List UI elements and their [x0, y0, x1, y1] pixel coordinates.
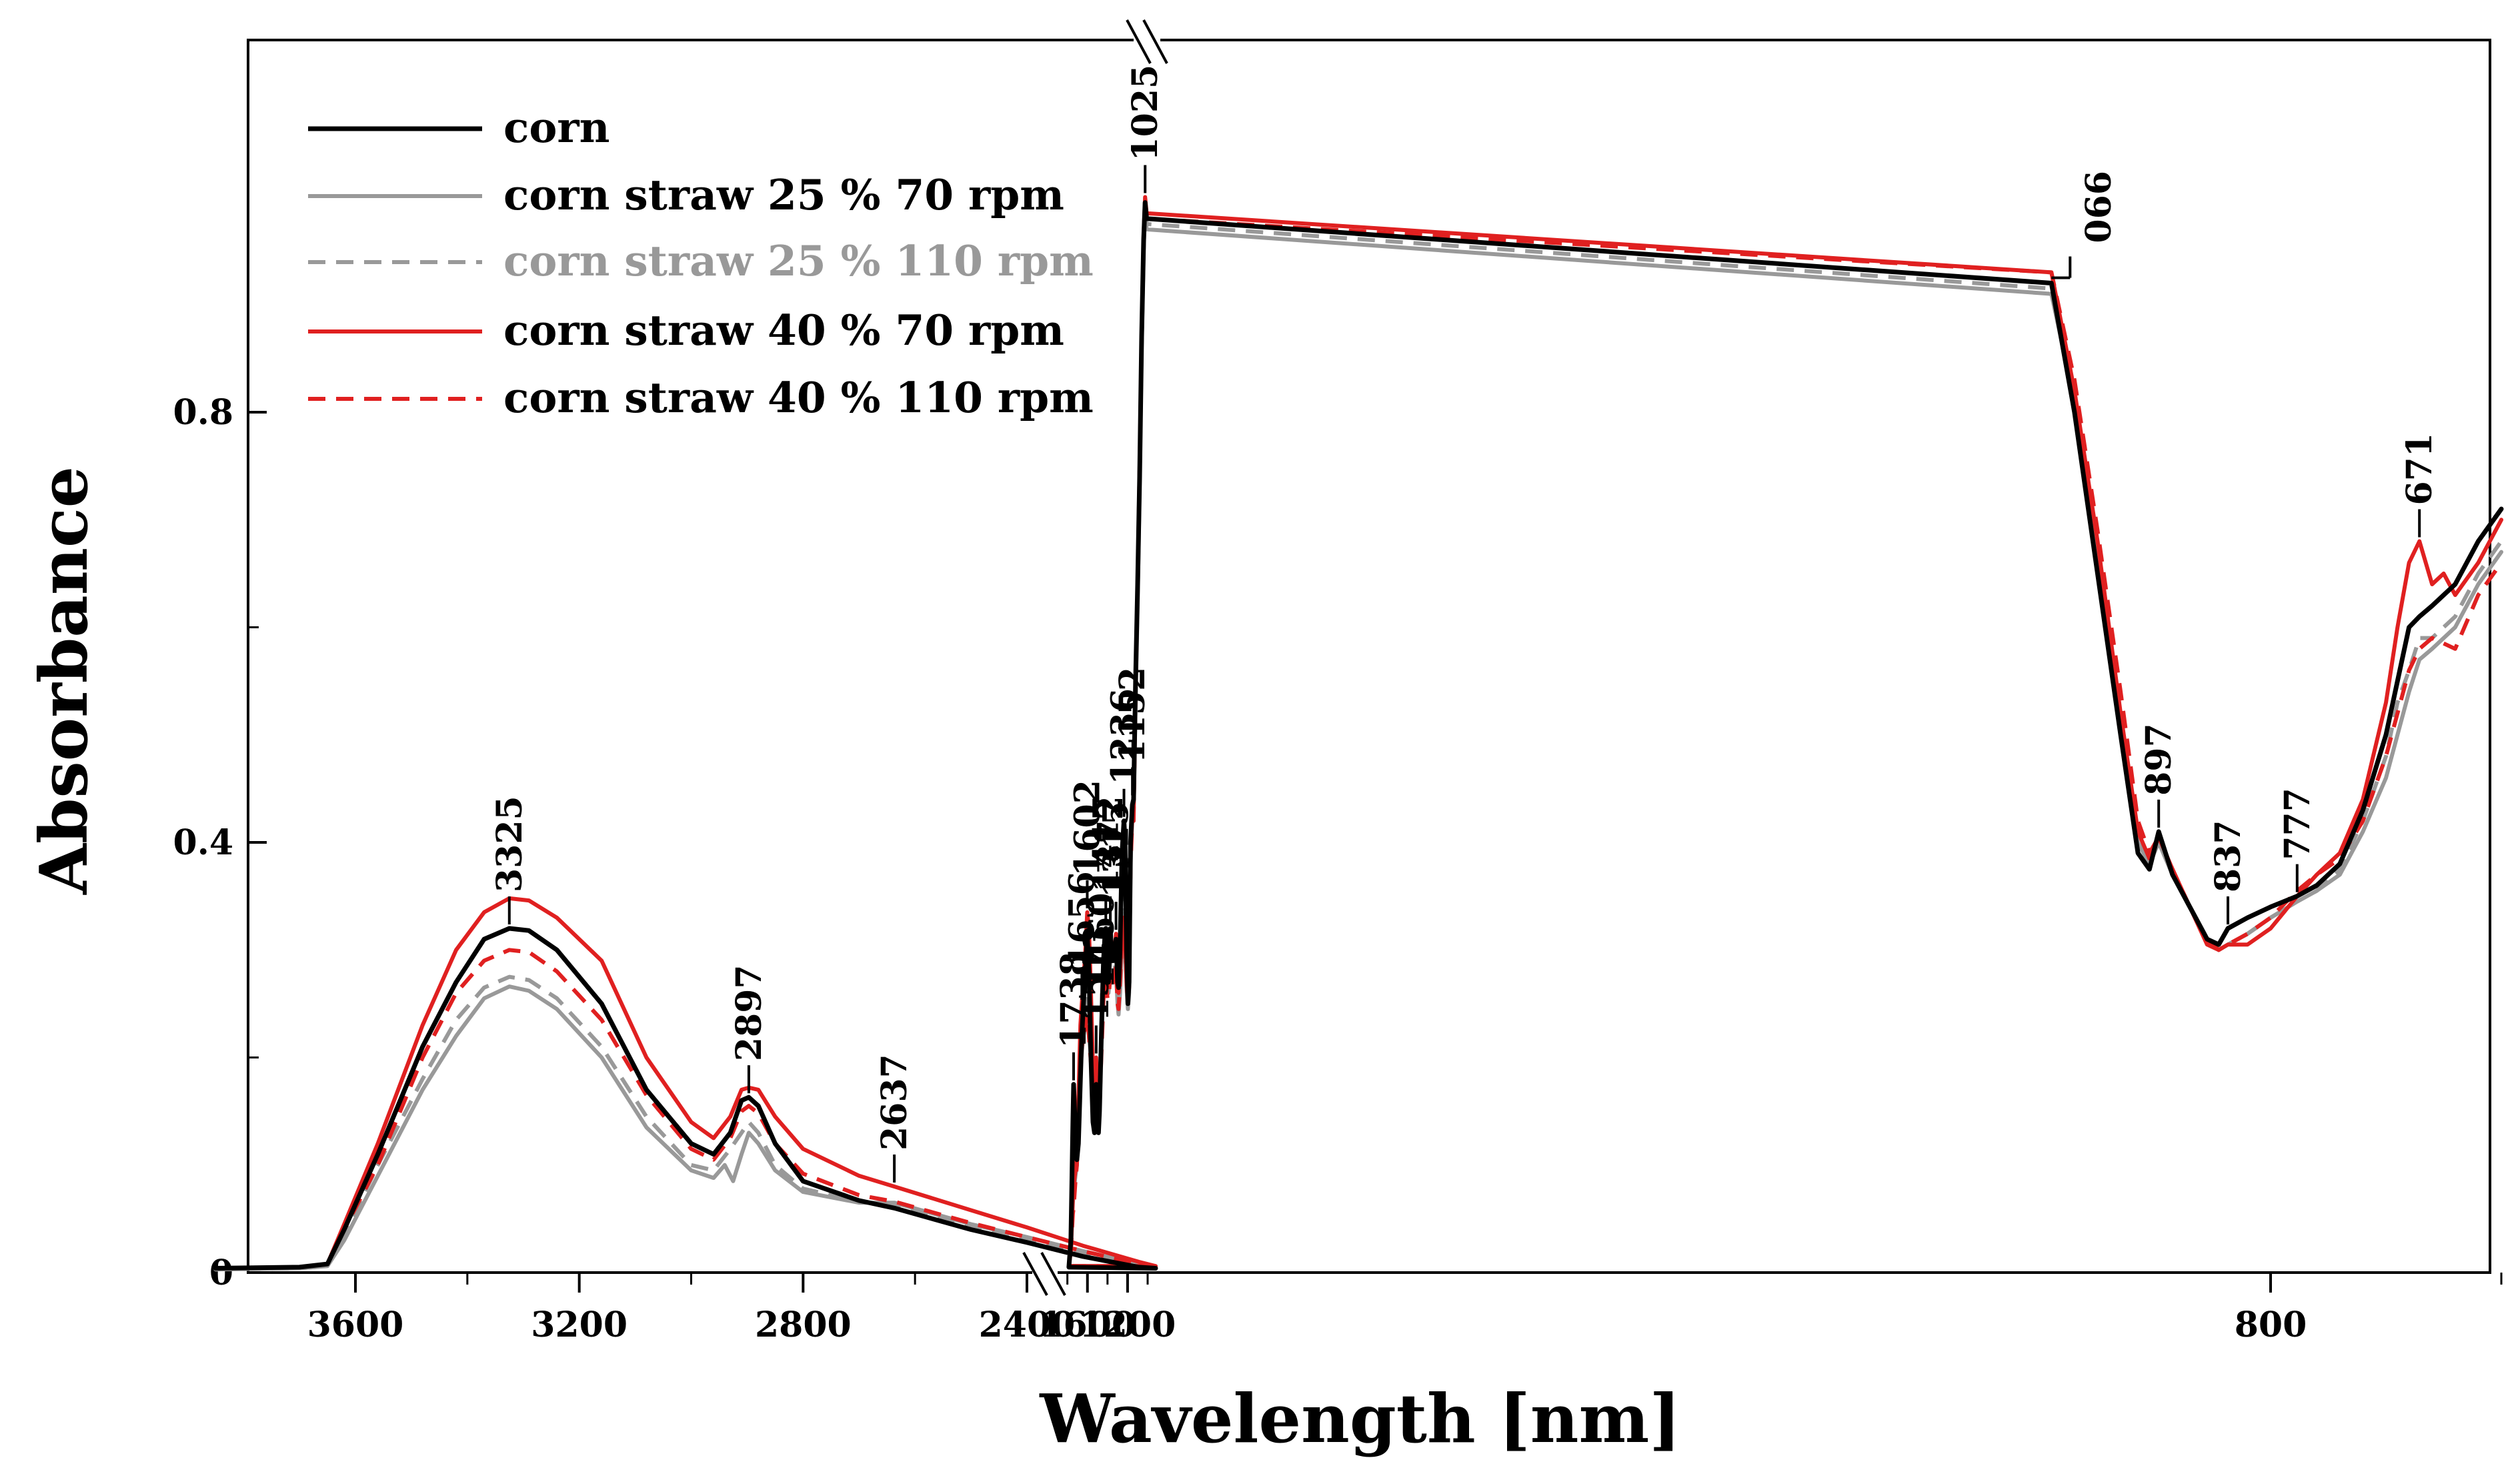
peak-annotation-671: 671 [2399, 433, 2440, 538]
legend: corn corn straw 25 % 70 rpm corn straw 25 … [308, 103, 1094, 422]
bottom-break-slash [1022, 1252, 1048, 1296]
peak-annotations: 3325289726371738165616021513146014171372… [489, 65, 2440, 1183]
peak-annotation-1656: 1656 [1062, 871, 1102, 1000]
legend-item-0: corn [308, 103, 609, 152]
peak-label: 2637 [874, 1054, 915, 1151]
peak-label: 1236 [1104, 688, 1144, 785]
peak-annotation-2897: 2897 [729, 964, 770, 1094]
series-line-0 [213, 200, 2504, 1271]
peak-annotation-1602: 1602 [1067, 780, 1108, 908]
top-break-slash [1142, 19, 1168, 64]
peak-label: 671 [2399, 433, 2440, 506]
y-axis: 0 0.4 0.8 [173, 392, 267, 1293]
series-layer [213, 195, 2504, 1272]
peak-label: 1417 [1086, 796, 1126, 892]
y-tick-label: 0.8 [173, 392, 233, 433]
peak-annotation-1152: 1152 [1112, 667, 1153, 796]
x-tick-label: 1200 [1080, 1305, 1176, 1345]
x-tick-label: 800 [2235, 1305, 2307, 1345]
x-tick-label: 2800 [755, 1305, 852, 1345]
x-tick-label: 3600 [307, 1305, 404, 1345]
peak-annotation-1315: 1315 [1096, 801, 1137, 930]
top-break-slash [1126, 19, 1152, 64]
peak-label: 1315 [1096, 801, 1137, 898]
peak-annotation-1025: 1025 [1125, 65, 1166, 193]
peak-label: 1656 [1062, 871, 1102, 968]
peak-annotation-1236: 1236 [1104, 688, 1144, 817]
peak-label: 1025 [1125, 65, 1166, 161]
peak-label: 777 [2277, 788, 2318, 860]
peak-annotation-837: 837 [2208, 820, 2249, 924]
peak-label: 1602 [1067, 780, 1108, 876]
x-axis-title: Wavelength [nm] [1039, 1379, 1680, 1458]
peak-annotation-897: 897 [2139, 723, 2179, 828]
peak-label: 1738 [1054, 952, 1094, 1048]
x-tick-label: 3200 [531, 1305, 627, 1345]
bottom-break-slash [1040, 1252, 1066, 1296]
legend-item-3: corn straw 40 % 70 rpm [308, 305, 1064, 355]
peak-annotation-990: 990 [2051, 171, 2117, 279]
peak-annotation-3325: 3325 [489, 796, 530, 924]
legend-label: corn straw 40 % 70 rpm [503, 305, 1064, 355]
peak-label: 1513 [1076, 925, 1117, 1022]
legend-label: corn straw 40 % 110 rpm [503, 373, 1094, 422]
peak-label: 2897 [729, 964, 770, 1061]
peak-annotation-1417: 1417 [1086, 796, 1126, 924]
peak-label: 837 [2208, 820, 2249, 892]
legend-label: corn [503, 103, 609, 152]
x-tick-label: 1600 [1039, 1305, 1136, 1345]
legend-item-1: corn straw 25 % 70 rpm [308, 170, 1064, 219]
peak-label: 1152 [1112, 667, 1153, 764]
y-axis-title: Absorbance [26, 466, 103, 895]
y-tick-label: 0 [209, 1253, 233, 1293]
peak-annotation-1513: 1513 [1076, 925, 1117, 1054]
peak-label: 3325 [489, 796, 530, 892]
peak-annotation-2637: 2637 [874, 1054, 915, 1183]
legend-label: corn straw 25 % 70 rpm [503, 170, 1064, 219]
legend-item-2: corn straw 25 % 110 rpm [308, 236, 1094, 285]
axis-breaks [1022, 19, 1168, 1296]
peak-annotation-1738: 1738 [1054, 952, 1094, 1080]
legend-label: corn straw 25 % 110 rpm [503, 236, 1094, 285]
peak-annotation-777: 777 [2277, 788, 2318, 892]
plot-frame [247, 39, 2491, 1274]
legend-item-4: corn straw 40 % 110 rpm [308, 373, 1094, 422]
x-tick-label: 2400 [979, 1305, 1076, 1345]
y-tick-label: 0.4 [173, 822, 233, 863]
peak-label: 897 [2139, 723, 2179, 796]
peak-label: 990 [2076, 171, 2117, 243]
